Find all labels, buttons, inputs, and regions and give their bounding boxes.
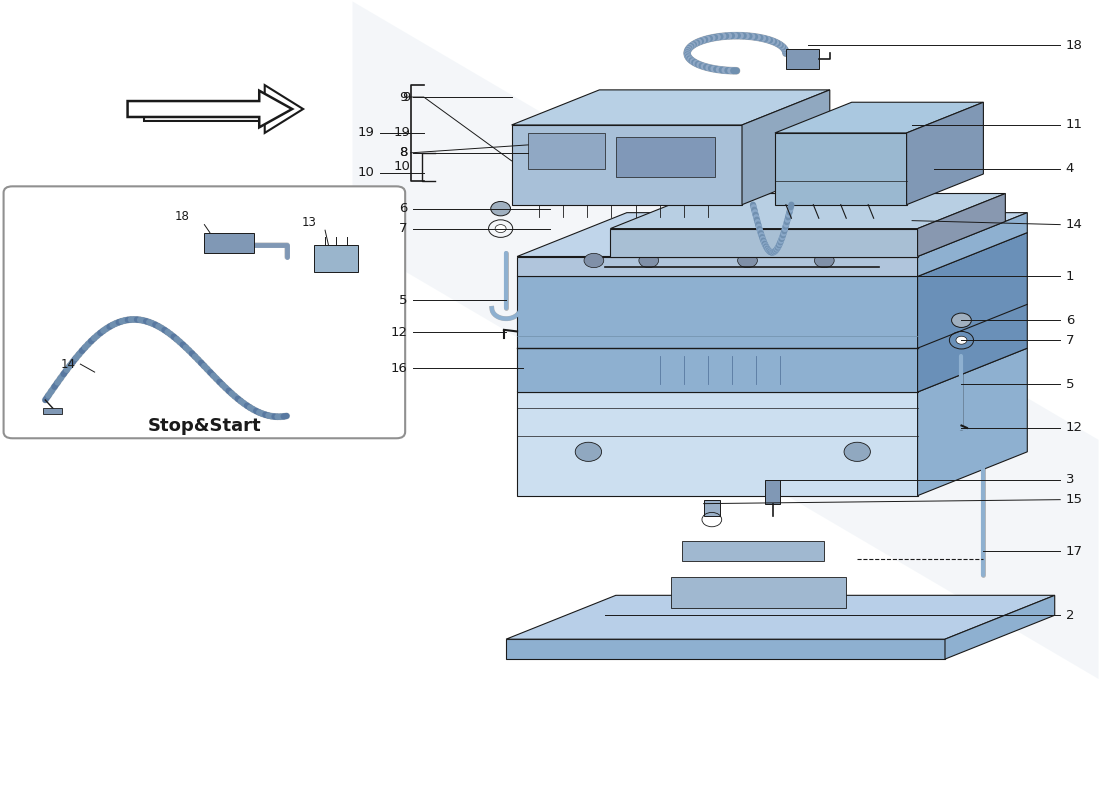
Text: 14: 14 [1066, 218, 1082, 231]
Polygon shape [704, 500, 720, 515]
Polygon shape [917, 194, 1005, 257]
Circle shape [738, 254, 758, 268]
Text: 17: 17 [1066, 545, 1082, 558]
Polygon shape [774, 102, 983, 133]
Text: 5: 5 [399, 294, 407, 307]
Text: 13: 13 [301, 215, 316, 229]
Text: 5: 5 [1066, 378, 1075, 390]
FancyBboxPatch shape [3, 186, 405, 438]
Polygon shape [128, 90, 293, 127]
Text: 18: 18 [1066, 38, 1082, 52]
Polygon shape [917, 213, 1027, 277]
Polygon shape [671, 577, 846, 609]
Text: 1: 1 [1066, 270, 1075, 283]
Polygon shape [43, 408, 62, 414]
Text: 18: 18 [175, 210, 190, 223]
Circle shape [952, 313, 971, 327]
Polygon shape [785, 50, 818, 69]
Text: 6: 6 [399, 202, 407, 215]
Text: 14: 14 [60, 358, 76, 370]
Circle shape [844, 442, 870, 462]
Text: 10: 10 [394, 160, 410, 173]
Polygon shape [517, 213, 1027, 257]
Text: Stop&Start: Stop&Start [147, 418, 261, 435]
Polygon shape [144, 85, 304, 133]
Polygon shape [517, 257, 917, 277]
Polygon shape [517, 392, 917, 496]
Text: 9: 9 [399, 90, 407, 103]
Circle shape [639, 254, 659, 268]
Circle shape [956, 336, 967, 344]
Text: ER: ER [660, 248, 923, 424]
Polygon shape [315, 245, 358, 273]
Polygon shape [517, 348, 1027, 392]
Text: 8: 8 [399, 146, 407, 159]
Text: 7: 7 [399, 222, 407, 235]
Text: 10: 10 [358, 166, 374, 179]
Polygon shape [945, 595, 1055, 659]
Polygon shape [917, 348, 1027, 496]
Text: 11: 11 [1066, 118, 1082, 131]
Polygon shape [610, 229, 917, 257]
Text: 3: 3 [1066, 474, 1075, 486]
Text: 19: 19 [358, 126, 374, 139]
Text: 12: 12 [1066, 422, 1082, 434]
Polygon shape [517, 277, 917, 392]
Circle shape [584, 254, 604, 268]
Polygon shape [506, 595, 1055, 639]
Polygon shape [616, 137, 715, 177]
Polygon shape [506, 639, 945, 659]
Polygon shape [906, 102, 983, 205]
Polygon shape [682, 541, 824, 561]
Circle shape [495, 225, 506, 233]
Polygon shape [512, 90, 829, 125]
Polygon shape [205, 233, 254, 253]
Polygon shape [774, 133, 906, 205]
Polygon shape [742, 90, 829, 205]
Text: 15: 15 [1066, 493, 1082, 506]
Text: 6: 6 [1066, 314, 1074, 326]
Text: a passion for parts since 1985: a passion for parts since 1985 [662, 374, 921, 490]
Text: 12: 12 [390, 326, 407, 338]
Circle shape [814, 254, 834, 268]
Polygon shape [766, 480, 780, 504]
Circle shape [491, 202, 510, 216]
Text: 4: 4 [1066, 162, 1074, 175]
Polygon shape [528, 133, 605, 169]
Polygon shape [528, 138, 572, 151]
Text: 16: 16 [390, 362, 407, 374]
Text: 2: 2 [1066, 609, 1075, 622]
Text: 7: 7 [1066, 334, 1075, 346]
Polygon shape [917, 233, 1027, 392]
Circle shape [575, 442, 602, 462]
Text: 19: 19 [394, 126, 410, 139]
Text: 8: 8 [399, 146, 407, 159]
Polygon shape [512, 125, 742, 205]
Text: 9: 9 [403, 90, 410, 103]
Polygon shape [610, 194, 1005, 229]
Polygon shape [517, 233, 1027, 277]
Polygon shape [352, 2, 1099, 679]
